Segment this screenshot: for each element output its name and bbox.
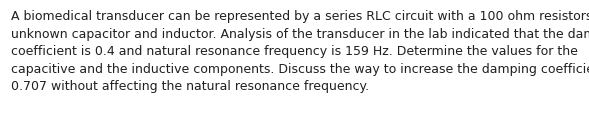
Text: A biomedical transducer can be represented by a series RLC circuit with a 100 oh: A biomedical transducer can be represent… (11, 10, 589, 93)
